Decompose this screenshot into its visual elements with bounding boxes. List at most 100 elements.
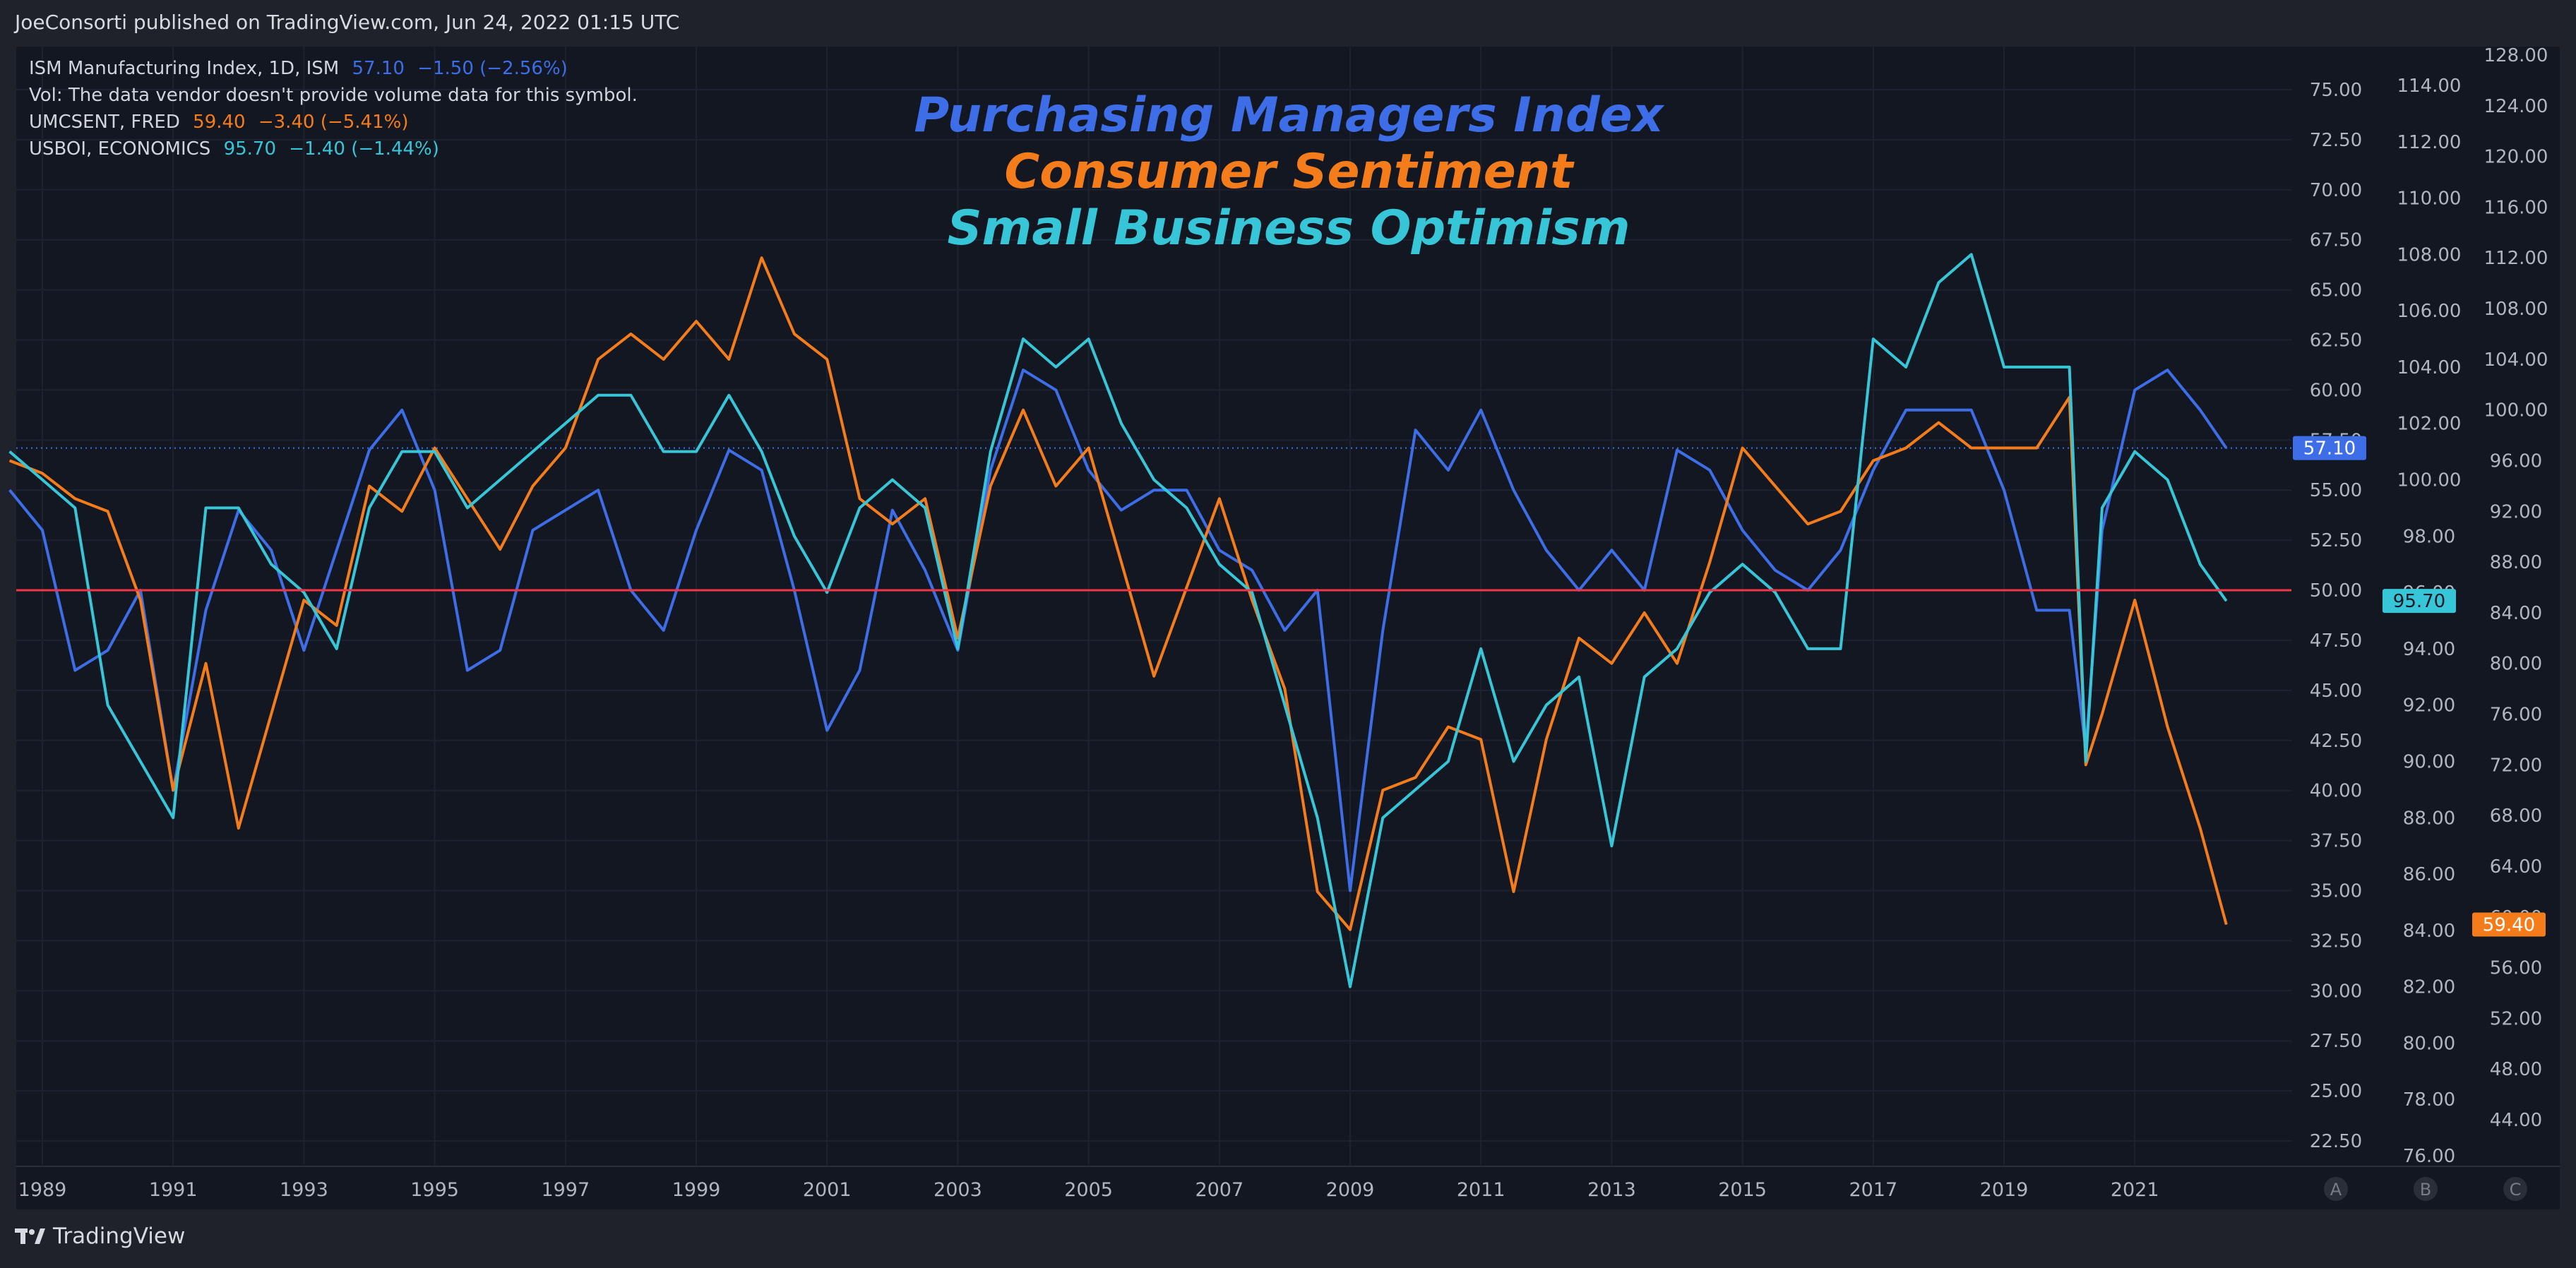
- series-2-point-50: [1644, 676, 1645, 678]
- legend-row-usboi[interactable]: USBOI, ECONOMICS 95.70 −1.40 (−1.44%): [29, 136, 645, 162]
- series-1-point-27: [892, 523, 893, 525]
- series-0-point-3: [107, 650, 109, 651]
- axis-a-tick-15: 37.50: [2310, 831, 2362, 852]
- legend-ism-value: 57.10: [352, 58, 405, 79]
- axis-a-tick-18: 30.00: [2310, 981, 2362, 1002]
- footer-bar: TradingView: [0, 1209, 2576, 1268]
- series-0-point-10: [336, 549, 338, 551]
- series-0-point-26: [859, 670, 860, 671]
- legend-volume-note: Vol: The data vendor doesn't provide vol…: [29, 85, 638, 106]
- title-small-business-optimism: Small Business Optimism: [947, 201, 1630, 256]
- series-2-point-20: [663, 451, 664, 453]
- axis-a-tick-4: 65.00: [2310, 280, 2362, 301]
- axis-c-tick-19: 52.00: [2490, 1008, 2542, 1029]
- scale-button-label-c[interactable]: C: [2510, 1180, 2522, 1200]
- axis-c-tick-20: 48.00: [2490, 1059, 2542, 1080]
- x-tick-label-14: 2017: [1849, 1179, 1897, 1201]
- axis-b-tick-2: 110.00: [2397, 189, 2462, 210]
- x-tick-label-1: 1991: [149, 1179, 198, 1201]
- axis-a-tick-10: 50.00: [2310, 580, 2362, 602]
- series-0-point-43: [1415, 429, 1417, 431]
- axis-c-tick-12: 80.00: [2490, 654, 2542, 675]
- series-2-point-61: [2003, 366, 2005, 368]
- axis-b-tick-11: 92.00: [2403, 695, 2455, 717]
- scale-button-c[interactable]: [2503, 1177, 2527, 1201]
- series-1-point-59: [1938, 422, 1939, 424]
- series-2-point-53: [1742, 563, 1743, 565]
- series-2-point-1: [42, 479, 43, 480]
- axis-a-tick-6: 60.00: [2310, 380, 2362, 401]
- scale-button-a[interactable]: [2324, 1177, 2348, 1201]
- axis-a-tick-9: 52.50: [2310, 530, 2362, 551]
- x-tick-label-7: 2003: [934, 1179, 982, 1201]
- legend-row-volume: Vol: The data vendor doesn't provide vol…: [29, 82, 645, 109]
- series-0-point-21: [696, 530, 697, 531]
- series-2-point-59: [1938, 282, 1939, 283]
- axis-b-tick-6: 102.00: [2397, 414, 2462, 435]
- series-0-point-15: [499, 650, 501, 651]
- series-0-point-25: [826, 730, 828, 731]
- x-tick-label-3: 1995: [410, 1179, 459, 1201]
- axis-b-tick-4: 106.00: [2397, 301, 2462, 322]
- axis-b-tick-14: 86.00: [2403, 864, 2455, 885]
- x-tick-label-8: 2005: [1064, 1179, 1113, 1201]
- series-2-point-48: [1578, 676, 1580, 678]
- series-2-point-16: [532, 451, 533, 453]
- series-0-point-35: [1153, 489, 1155, 491]
- axis-b-tick-16: 82.00: [2403, 977, 2455, 998]
- series-0-point-0: [9, 489, 11, 491]
- series-2-point-41: [1349, 986, 1351, 988]
- last-value-text-b: 95.70: [2393, 591, 2445, 612]
- series-2-point-23: [761, 451, 763, 453]
- series-0-point-13: [434, 489, 436, 491]
- series-1-point-49: [1611, 663, 1612, 664]
- tradingview-logo[interactable]: TradingView: [15, 1224, 185, 1249]
- axis-c-tick-7: 100.00: [2484, 400, 2548, 421]
- axis-c-tick-16: 64.00: [2490, 856, 2542, 878]
- scale-button-label-b[interactable]: B: [2420, 1180, 2431, 1200]
- axis-b-tick-0: 114.00: [2397, 76, 2462, 97]
- axis-a-tick-13: 42.50: [2310, 731, 2362, 752]
- legend-row-umcsent[interactable]: UMCSENT, FRED 59.40 −3.40 (−5.41%): [29, 109, 645, 136]
- x-tick-label-10: 2009: [1326, 1179, 1375, 1201]
- legend-umcsent-name: UMCSENT, FRED: [29, 112, 180, 133]
- series-2-point-38: [1251, 592, 1253, 593]
- series-2-point-30: [990, 451, 991, 453]
- axis-c-tick-3: 116.00: [2484, 197, 2548, 218]
- series-line-consumer-sentiment: [8, 256, 2228, 931]
- series-0-point-18: [597, 489, 599, 491]
- series-2-point-56: [1840, 648, 1841, 650]
- series-2-point-35: [1153, 479, 1155, 480]
- series-line-small-business-optimism: [8, 253, 2228, 988]
- series-0-point-63: [2069, 609, 2070, 611]
- series-2-point-4: [140, 761, 141, 762]
- axis-a-tick-1: 72.50: [2310, 130, 2362, 151]
- series-1-point-36: [1186, 587, 1187, 588]
- axis-c-tick-18: 56.00: [2490, 958, 2542, 979]
- series-1-point-67: [2167, 726, 2168, 727]
- axis-b-tick-10: 94.00: [2403, 639, 2455, 660]
- axis-c-tick-9: 92.00: [2490, 501, 2542, 522]
- legend-usboi-value: 95.70: [223, 138, 276, 160]
- series-1-point-4: [140, 599, 141, 601]
- series-2-point-43: [1415, 789, 1417, 790]
- series-2-point-31: [1022, 338, 1024, 340]
- legend-row-ism[interactable]: ISM Manufacturing Index, 1D, ISM 57.10 −…: [29, 55, 645, 82]
- series-2-point-64: [2085, 761, 2087, 762]
- series-0-point-67: [2167, 369, 2168, 371]
- series-1-point-37: [1219, 498, 1220, 499]
- scale-button-b[interactable]: [2414, 1177, 2438, 1201]
- scale-button-label-a[interactable]: A: [2330, 1180, 2342, 1200]
- axis-c-tick-6: 104.00: [2484, 349, 2548, 371]
- axis-b-tick-5: 104.00: [2397, 357, 2462, 378]
- series-line-ism-manufacturing-index: [8, 369, 2228, 892]
- chart-legend: ISM Manufacturing Index, 1D, ISM 57.10 −…: [29, 55, 645, 162]
- axis-b-tick-19: 76.00: [2403, 1146, 2455, 1167]
- series-2-point-25: [826, 592, 828, 593]
- series-2-point-13: [434, 451, 436, 453]
- axis-a-tick-19: 27.50: [2310, 1031, 2362, 1052]
- x-tick-label-2: 1993: [280, 1179, 328, 1201]
- axis-c-tick-10: 88.00: [2490, 552, 2542, 573]
- series-1-point-31: [1022, 409, 1024, 411]
